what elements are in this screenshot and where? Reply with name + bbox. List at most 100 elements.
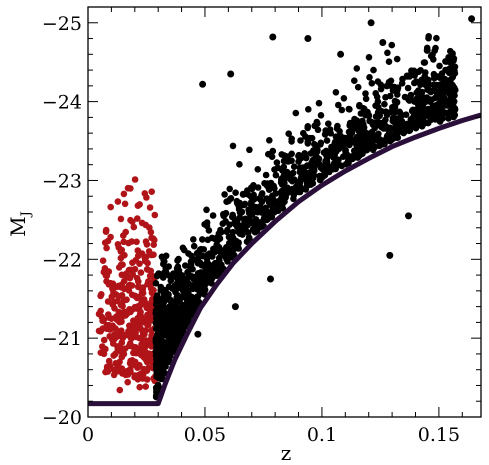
data-point-red xyxy=(140,296,147,303)
data-point-black xyxy=(451,105,459,112)
data-point-red xyxy=(129,218,136,225)
data-point-black xyxy=(352,146,360,154)
data-point-red xyxy=(126,274,134,282)
data-point-black xyxy=(226,185,233,193)
data-point-red xyxy=(132,257,139,264)
data-point-black xyxy=(449,70,456,77)
data-point-black xyxy=(174,292,182,299)
data-point-black xyxy=(228,252,236,260)
data-point-red xyxy=(145,321,152,329)
data-point-red xyxy=(97,307,104,315)
data-point-red xyxy=(124,184,132,192)
data-point-black xyxy=(323,137,331,144)
data-point-black xyxy=(239,225,247,233)
data-point-black xyxy=(333,156,341,164)
data-point-black xyxy=(394,91,401,98)
data-point-red xyxy=(103,278,110,285)
data-point-black xyxy=(392,134,400,141)
data-point-red xyxy=(138,313,145,321)
data-point-black xyxy=(196,246,204,254)
data-point-black xyxy=(254,184,262,191)
data-point-black xyxy=(422,119,429,127)
data-point-black xyxy=(185,289,192,297)
data-point-black xyxy=(245,209,253,217)
data-point-black xyxy=(232,189,239,196)
x-tick-label: 0 xyxy=(82,424,94,446)
data-point-red xyxy=(99,257,107,265)
data-point-black xyxy=(256,224,264,231)
data-point-black xyxy=(222,218,229,225)
tick-labels: 0 0.05 0.1 0.15 −20 −21 −22 −23 −24 −25 xyxy=(42,13,460,446)
data-point-black xyxy=(313,148,321,155)
data-point-red xyxy=(119,261,126,269)
data-point-red xyxy=(109,340,117,347)
data-point-black xyxy=(388,41,396,49)
data-point-red xyxy=(118,246,126,254)
data-point-black xyxy=(211,248,219,256)
data-point-black xyxy=(321,171,329,179)
data-point-black xyxy=(254,166,262,173)
data-point-black xyxy=(374,98,382,105)
data-point-red xyxy=(122,331,129,339)
data-point-black xyxy=(445,115,452,122)
data-point-black xyxy=(165,345,173,352)
data-point-black xyxy=(159,274,167,281)
data-point-red xyxy=(123,270,130,278)
data-point-black xyxy=(202,267,210,274)
data-point-black xyxy=(332,89,340,96)
data-point-black xyxy=(167,331,174,339)
data-point-black xyxy=(384,132,391,140)
data-point-black xyxy=(154,344,162,352)
data-point-black xyxy=(332,133,340,140)
data-point-black xyxy=(431,47,439,54)
data-point-black xyxy=(360,105,367,112)
data-point-black xyxy=(357,110,365,117)
data-point-black xyxy=(424,105,432,113)
data-point-red xyxy=(143,241,151,248)
data-point-red xyxy=(117,215,125,223)
data-point-black xyxy=(258,190,266,197)
data-point-red xyxy=(116,328,124,335)
data-point-black xyxy=(277,189,284,197)
data-point-black xyxy=(442,66,449,74)
y-tick-label: −22 xyxy=(42,249,82,271)
data-point-black xyxy=(436,62,443,70)
data-point-black xyxy=(383,82,391,90)
data-point-black xyxy=(248,199,255,206)
data-point-black xyxy=(213,272,221,279)
data-point-black xyxy=(392,124,400,131)
data-point-red xyxy=(102,226,110,234)
data-point-black xyxy=(153,336,160,344)
data-point-red xyxy=(134,215,141,222)
data-point-black xyxy=(365,54,373,61)
data-point-black xyxy=(228,213,236,221)
data-point-red xyxy=(105,357,113,365)
data-point-black xyxy=(209,212,217,219)
data-point-black xyxy=(186,301,193,308)
data-point-black xyxy=(412,124,420,132)
data-point-black xyxy=(161,297,169,304)
data-point-black xyxy=(371,143,378,151)
data-point-black xyxy=(358,138,366,146)
data-point-black xyxy=(447,47,454,55)
data-point-black xyxy=(183,296,191,303)
data-point-black xyxy=(203,206,210,214)
data-point-red xyxy=(136,383,143,391)
data-point-black xyxy=(225,233,233,241)
data-point-black xyxy=(208,234,216,242)
data-point-red xyxy=(110,371,118,379)
data-point-black xyxy=(184,268,191,276)
data-point-black xyxy=(180,311,187,319)
data-point-black xyxy=(420,113,428,121)
data-point-black xyxy=(308,164,316,172)
data-point-black xyxy=(352,137,360,144)
data-point-red xyxy=(146,204,154,211)
data-point-red xyxy=(147,285,155,292)
data-point-red xyxy=(125,287,133,294)
data-point-black xyxy=(304,35,312,42)
data-point-red xyxy=(123,296,130,304)
data-point-red xyxy=(103,244,110,252)
data-point-black xyxy=(308,134,316,142)
data-point-red xyxy=(139,286,146,293)
data-point-black xyxy=(247,193,255,200)
